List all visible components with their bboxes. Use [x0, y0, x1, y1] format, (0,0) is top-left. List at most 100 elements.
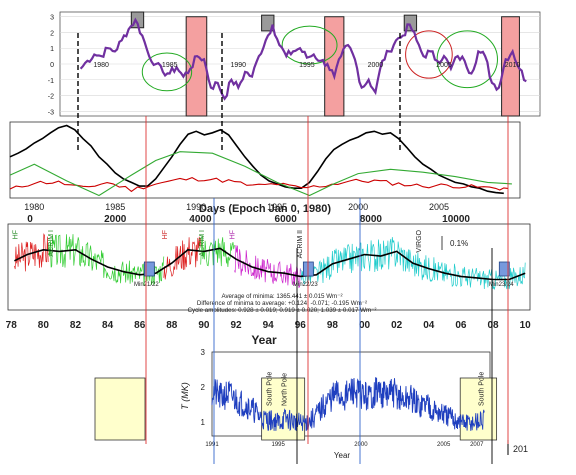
solar-cycle-series	[9, 124, 512, 197]
solar-cycle-day-tick: 10000	[442, 214, 470, 225]
pink-highlight-box	[501, 16, 520, 117]
pole-label: South Pole	[478, 372, 485, 406]
tsi-year-tick: 02	[391, 320, 403, 331]
index-series-line	[79, 17, 527, 101]
instrument-labels: HF ACRIM I HF ACRIM I HF ACRIM II VIRGO	[13, 229, 423, 258]
red-cycle-ellipse	[405, 30, 453, 79]
tsi-year-tick: 94	[263, 320, 275, 331]
index-y-tick: 2	[50, 30, 54, 37]
temperature-x-label: Year	[334, 451, 351, 460]
index-y-tick: 1	[50, 46, 54, 53]
tsi-instrument-trace	[14, 233, 49, 272]
solar-cycle-day-ticks: 0 2000 4000 6000 8000 10000	[27, 214, 470, 225]
tsi-instrument-trace	[200, 235, 235, 268]
temperature-highlight-boxes	[261, 377, 498, 441]
scale-bar-label: 0.1%	[450, 239, 468, 248]
temperature-y-label: T (MK)	[180, 382, 190, 410]
solar-cycle-year-ticks: 1980 1985 1990 1995 2000 2005	[24, 202, 449, 212]
tsi-year-tick: 98	[327, 320, 339, 331]
instrument-label: ACRIM I	[199, 230, 206, 257]
temperature-panel: 123 T (MK) South Pole North Pole South Pol…	[94, 348, 528, 460]
minimum-label: Min22/23	[293, 282, 318, 288]
index-x-tick-labels: 1980 1985 1990 1995 2000 2005 2010	[93, 62, 520, 69]
index-panel: 3 2 1 0 -1 -2 -3 1980 1985 1990 1995 2000 2005 2010	[48, 11, 541, 117]
green-cycle-ellipse	[281, 25, 338, 65]
pole-label: North Pole	[281, 373, 288, 406]
temperature-year-tick: 2007	[470, 442, 484, 448]
empty-highlight-box	[94, 377, 146, 441]
index-x-tick: 2010	[505, 62, 521, 69]
green-cycle-ellipse	[141, 52, 193, 92]
tsi-panel: HF ACRIM I HF ACRIM I HF ACRIM II VIRGO Min21/…	[6, 223, 532, 347]
solar-cycle-year-tick: 1985	[105, 202, 125, 212]
solar-cycle-year-tick: 2000	[348, 202, 368, 212]
tsi-year-tick: 06	[455, 320, 467, 331]
index-y-tick: -2	[48, 94, 54, 101]
solar-cycle-year-tick: 2005	[429, 202, 449, 212]
index-x-tick: 2005	[436, 62, 452, 69]
minimum-marker-box	[498, 261, 510, 277]
tsi-instrument-trace	[300, 237, 526, 291]
solar-cycle-day-tick: 0	[27, 214, 33, 225]
instrument-label: VIRGO	[416, 229, 423, 252]
tsi-instrument-trace	[234, 245, 301, 289]
tsi-year-tick: 04	[423, 320, 435, 331]
pink-highlight-box	[185, 16, 208, 117]
tsi-year-tick: 82	[70, 320, 82, 331]
tsi-annotations: Average of minima: 1365.441 ± 0.015 Wm⁻²…	[188, 293, 377, 314]
tsi-composite-line	[14, 247, 526, 281]
temperature-y-tick: 3	[201, 348, 206, 357]
temperature-y-ticks: 1 2 3	[201, 348, 206, 427]
index-y-tick: -1	[48, 78, 54, 85]
solar-cycle-series-line	[9, 176, 508, 193]
tsi-x-axis-label: Year	[251, 333, 277, 347]
days-axis-label: Days (Epoch Jan 0, 1980)	[199, 203, 331, 215]
temperature-highlight-box	[459, 377, 498, 441]
pole-labels: South Pole North Pole South Pole	[267, 372, 486, 406]
tsi-year-tick: 88	[166, 320, 178, 331]
temperature-year-tick: 1991	[205, 442, 219, 448]
tsi-year-tick: 00	[359, 320, 371, 331]
solar-cycle-day-tick: 8000	[360, 214, 383, 225]
index-y-tick: 3	[50, 15, 54, 22]
solar-cycle-day-tick: 4000	[189, 214, 212, 225]
tsi-annotation: Cycle amplitudes: 0.928 ± 0.019; 0.919 ±…	[188, 307, 377, 314]
tsi-frame	[7, 223, 531, 311]
tsi-annotation: Average of minima: 1365.441 ± 0.015 Wm⁻²	[221, 293, 342, 300]
solar-cycle-series-line	[9, 124, 504, 195]
green-cycle-ellipse	[436, 30, 498, 89]
minimum-marker-box	[143, 261, 155, 277]
index-x-tick: 1995	[299, 62, 315, 69]
tsi-year-tick: 92	[231, 320, 243, 331]
tsi-year-ticks: 78 80 82 84 86 88 90 92 94 96 98 00 02 04 06 08 10	[6, 320, 532, 331]
instrument-label: ACRIM II	[297, 230, 304, 258]
tsi-year-tick: 08	[487, 320, 499, 331]
solar-cycle-year-tick: 1980	[24, 202, 44, 212]
temperature-series-line	[211, 377, 485, 432]
solar-cycle-day-tick: 2000	[104, 214, 127, 225]
index-y-tick-labels: 3 2 1 0 -1 -2 -3	[48, 15, 54, 117]
solar-cycle-series-line	[9, 151, 512, 197]
tsi-year-tick: 86	[134, 320, 146, 331]
pole-label: South Pole	[267, 372, 274, 406]
temperature-year-tick: 2005	[437, 442, 451, 448]
temperature-y-tick: 1	[201, 418, 206, 427]
tsi-annotation: Difference of minima to average: +0.124;…	[197, 300, 367, 307]
minimum-label: Min21/22	[134, 282, 159, 288]
solar-cycle-year-tick: 1995	[267, 202, 287, 212]
solar-cycle-day-tick: 6000	[275, 214, 298, 225]
tsi-instrument-trace	[47, 234, 165, 286]
index-y-tick: -3	[48, 109, 54, 116]
instrument-label: HF	[162, 230, 169, 239]
temperature-year-tick: 2000	[354, 442, 368, 448]
index-x-tick: 1990	[230, 62, 246, 69]
alignment-connectors	[77, 33, 509, 464]
solar-cycle-panel: 1980 1985 1990 1995 2000 2005 Days (Epoch Jan…	[9, 121, 521, 225]
index-x-tick: 1985	[162, 62, 178, 69]
index-y-tick: 0	[50, 62, 54, 69]
overflow-year-tick: 201	[513, 444, 528, 454]
instrument-label: HF	[13, 230, 20, 239]
tsi-year-tick: 84	[102, 320, 114, 331]
tsi-year-tick: 10	[520, 320, 532, 331]
solar-cycle-year-tick: 1990	[186, 202, 206, 212]
